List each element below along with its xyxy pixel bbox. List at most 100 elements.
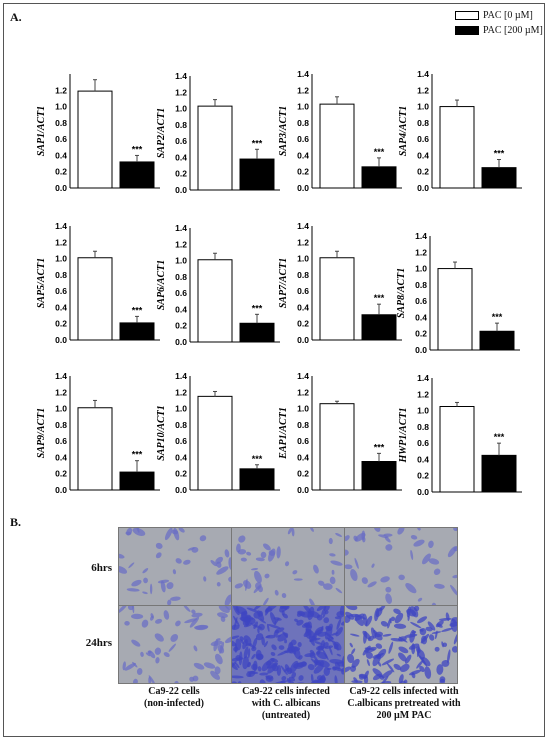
bar-chart-sap10: 0.0 0.2 0.4 0.6 0.8 1.0 1.2 1.4 SAP10/ACT1 *** xyxy=(150,360,296,499)
column-label-line: Ca9-22 cells infected with xyxy=(349,686,459,697)
micrograph-image xyxy=(345,606,457,683)
bar-chart-sap7: 0.0 0.2 0.4 0.6 0.8 1.0 1.2 1.4 SAP7/ACT1 *** xyxy=(272,210,418,349)
y-axis-label: SAP9/ACT1 xyxy=(36,408,47,459)
y-tick-label: 0.4 xyxy=(55,452,67,462)
y-tick-label: 1.4 xyxy=(415,231,427,241)
bar-chart-sap6: 0.0 0.2 0.4 0.6 0.8 1.0 1.2 1.4 SAP6/ACT1 *** xyxy=(150,212,296,351)
chart-svg: 0.0 0.2 0.4 0.6 0.8 1.0 1.2 1.4 SAP6/ACT1 *** xyxy=(156,223,280,347)
y-tick-label: 0.6 xyxy=(175,136,187,146)
significance-label: *** xyxy=(252,454,263,464)
y-tick-label: 0.8 xyxy=(55,118,67,128)
bar-chart-hwp1: 0.0 0.2 0.4 0.6 0.8 1.0 1.2 1.4 HWP1/ACT1 *** xyxy=(392,362,538,501)
panel-b-label: B. xyxy=(10,515,22,529)
chart-svg: 0.0 0.2 0.4 0.6 0.8 1.0 1.2 1.4 HWP1/ACT1 *** xyxy=(398,373,522,497)
legend-item-pac: PAC [200 µM] xyxy=(455,23,543,38)
y-tick-label: 0.8 xyxy=(417,422,429,432)
significance-label: *** xyxy=(132,450,143,460)
bar-control xyxy=(319,257,355,341)
legend-label-pac: PAC [200 µM] xyxy=(483,25,543,36)
y-tick-label: 1.0 xyxy=(297,404,309,414)
y-tick-label: 1.0 xyxy=(297,254,309,264)
y-tick-label: 0.0 xyxy=(55,183,67,193)
y-axis-label: SAP6/ACT1 xyxy=(156,260,167,311)
y-tick-label: 1.0 xyxy=(55,254,67,264)
y-tick-label: 0.6 xyxy=(297,286,309,296)
micrograph-image xyxy=(119,528,231,605)
micrograph-24hrs-col3 xyxy=(344,605,458,684)
y-tick-label: 0.2 xyxy=(417,167,429,177)
y-tick-label: 0.4 xyxy=(55,302,67,312)
bar-pac xyxy=(239,468,275,491)
micrograph-6hrs-col2 xyxy=(231,527,345,606)
y-tick-label: 0.4 xyxy=(175,152,187,162)
y-tick-label: 0.6 xyxy=(415,296,427,306)
row-label-24hrs: 24hrs xyxy=(85,637,112,649)
column-label-line: C.albicans pretreated with xyxy=(347,698,461,709)
y-tick-label: 1.2 xyxy=(417,85,429,95)
significance-label: *** xyxy=(494,432,505,442)
y-tick-label: 0.8 xyxy=(55,270,67,280)
y-tick-label: 0.0 xyxy=(297,485,309,495)
bar-chart-sap1: 0.0 0.2 0.4 0.6 0.8 1.0 1.2 SAP1/ACT1 *** xyxy=(30,58,176,197)
y-tick-label: 0.2 xyxy=(417,471,429,481)
y-tick-label: 0.2 xyxy=(297,469,309,479)
y-tick-label: 1.4 xyxy=(175,371,187,381)
chart-svg: 0.0 0.2 0.4 0.6 0.8 1.0 1.2 1.4 EAP1/ACT1 *** xyxy=(278,371,402,495)
y-tick-label: 0.6 xyxy=(175,288,187,298)
y-tick-label: 0.2 xyxy=(175,321,187,331)
y-tick-label: 0.0 xyxy=(175,337,187,347)
y-tick-label: 0.0 xyxy=(417,487,429,497)
micrograph-24hrs-col2 xyxy=(231,605,345,684)
column-label-infected: Ca9-22 cells infected with C. albicans (… xyxy=(222,686,350,722)
chart-svg: 0.0 0.2 0.4 0.6 0.8 1.0 1.2 1.4 SAP3/ACT1 *** xyxy=(278,69,402,193)
significance-label: *** xyxy=(252,138,263,148)
bar-pac xyxy=(119,322,155,341)
bar-pac xyxy=(481,167,517,189)
bar-chart-sap8: 0.0 0.2 0.4 0.6 0.8 1.0 1.2 1.4 SAP8/ACT1 *** xyxy=(390,220,536,359)
significance-label: *** xyxy=(374,293,385,303)
column-label-line: Ca9-22 cells xyxy=(148,686,200,697)
legend-swatch-control xyxy=(455,11,479,20)
y-tick-label: 1.2 xyxy=(55,387,67,397)
y-tick-label: 1.0 xyxy=(415,264,427,274)
y-tick-label: 0.6 xyxy=(55,436,67,446)
row-label-6hrs: 6hrs xyxy=(91,562,112,574)
chart-svg: 0.0 0.2 0.4 0.6 0.8 1.0 1.2 1.4 SAP10/ACT1 *** xyxy=(156,371,280,495)
y-tick-label: 0.4 xyxy=(417,150,429,160)
y-tick-label: 0.6 xyxy=(417,134,429,144)
y-tick-label: 0.0 xyxy=(415,345,427,355)
bar-chart-eap1: 0.0 0.2 0.4 0.6 0.8 1.0 1.2 1.4 EAP1/ACT1 *** xyxy=(272,360,418,499)
y-tick-label: 0.4 xyxy=(297,452,309,462)
bar-control xyxy=(197,395,233,491)
bar-control xyxy=(439,406,475,493)
y-axis-label: EAP1/ACT1 xyxy=(278,407,289,460)
column-label-line: (untreated) xyxy=(261,710,311,721)
y-axis-label: SAP8/ACT1 xyxy=(396,268,407,319)
y-tick-label: 0.2 xyxy=(55,167,67,177)
y-tick-label: 1.0 xyxy=(417,102,429,112)
y-tick-label: 1.0 xyxy=(417,406,429,416)
significance-label: *** xyxy=(252,303,263,313)
y-axis-label: SAP4/ACT1 xyxy=(398,106,409,157)
y-tick-label: 0.8 xyxy=(297,118,309,128)
bar-control xyxy=(437,268,473,351)
bar-pac xyxy=(239,158,275,191)
y-tick-label: 0.6 xyxy=(297,134,309,144)
y-tick-label: 0.0 xyxy=(175,185,187,195)
bar-control xyxy=(439,106,475,189)
legend-label-control: PAC [0 µM] xyxy=(483,10,533,21)
column-label-line: with C. albicans xyxy=(251,698,321,709)
y-tick-label: 1.2 xyxy=(55,85,67,95)
column-label-noninfected: Ca9-22 cells (non-infected) xyxy=(118,686,230,710)
y-tick-label: 0.2 xyxy=(55,319,67,329)
y-tick-label: 1.2 xyxy=(175,387,187,397)
y-tick-label: 1.4 xyxy=(55,221,67,231)
y-tick-label: 0.2 xyxy=(55,469,67,479)
y-tick-label: 0.0 xyxy=(297,335,309,345)
y-tick-label: 0.2 xyxy=(415,329,427,339)
y-axis-label: SAP3/ACT1 xyxy=(278,106,289,157)
chart-svg: 0.0 0.2 0.4 0.6 0.8 1.0 1.2 1.4 SAP2/ACT1 *** xyxy=(156,71,280,195)
y-axis-label: SAP1/ACT1 xyxy=(36,106,47,157)
micrograph-image xyxy=(345,528,457,605)
bar-control xyxy=(319,403,355,491)
